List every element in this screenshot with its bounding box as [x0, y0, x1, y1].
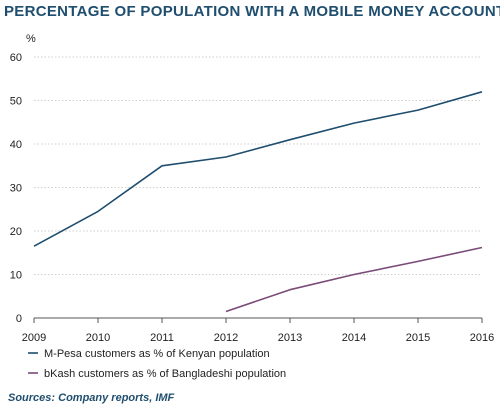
- y-tick-label: 10: [10, 270, 22, 282]
- series-line-mpesa: [33, 91, 483, 247]
- legend-label: M-Pesa customers as % of Kenyan populati…: [44, 348, 270, 360]
- x-tick-label: 2012: [214, 332, 238, 344]
- y-tick-label: 30: [10, 183, 22, 195]
- x-tick-label: 2010: [86, 332, 110, 344]
- y-axis-ticks: 0 10 20 30 40 50 60: [10, 52, 22, 325]
- x-tick-label: 2016: [470, 332, 494, 344]
- gridlines: [34, 56, 482, 319]
- x-tick-label: 2011: [150, 332, 174, 344]
- x-tick-label: 2013: [278, 332, 302, 344]
- series-lines: [33, 91, 483, 313]
- source-note: Sources: Company reports, IMF: [8, 392, 175, 404]
- x-tick-label: 2014: [342, 332, 366, 344]
- y-tick-label: 60: [10, 52, 22, 64]
- y-axis-label: %: [26, 33, 36, 45]
- y-tick-label: 40: [10, 139, 22, 151]
- legend: M-Pesa customers as % of Kenyan populati…: [28, 348, 286, 380]
- x-axis-ticks: 2009 2010 2011 2012 2013 2014 2015 2016: [22, 318, 494, 344]
- series-line-bkash: [225, 246, 483, 313]
- chart-title: PERCENTAGE OF POPULATION WITH A MOBILE M…: [4, 3, 500, 20]
- legend-label: bKash customers as % of Bangladeshi popu…: [44, 368, 286, 380]
- y-tick-label: 20: [10, 226, 22, 238]
- x-tick-label: 2009: [22, 332, 46, 344]
- x-tick-label: 2015: [406, 332, 430, 344]
- y-tick-label: 0: [16, 313, 22, 325]
- y-tick-label: 50: [10, 96, 22, 108]
